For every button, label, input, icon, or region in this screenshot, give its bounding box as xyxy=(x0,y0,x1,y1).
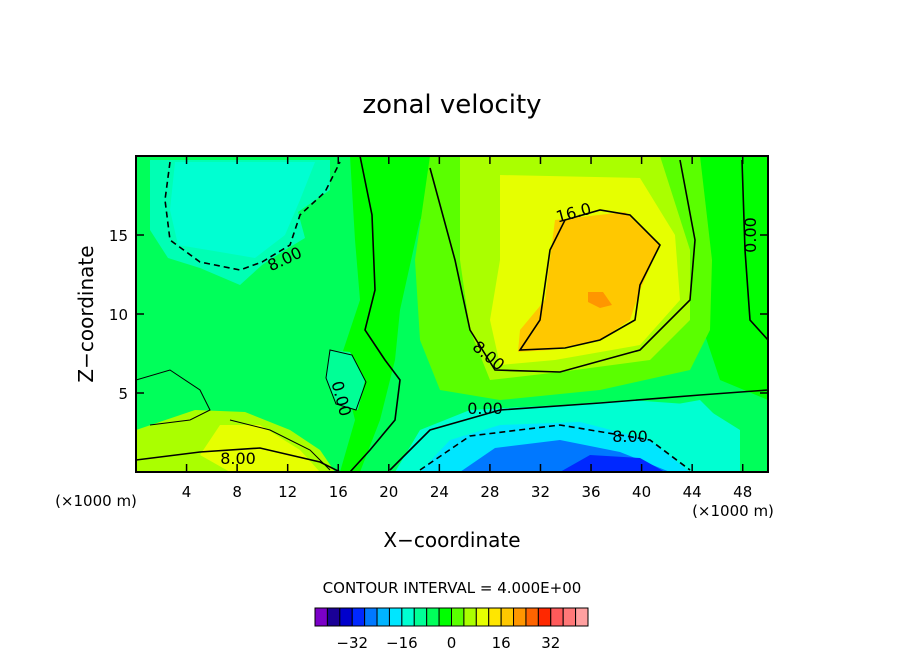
colorbar-tick-label: 16 xyxy=(492,634,511,652)
region-gold xyxy=(518,212,660,352)
x-tick-label: 12 xyxy=(278,483,297,501)
contour-line-lower-left xyxy=(136,447,341,472)
y-axis: 5 10 15 xyxy=(109,227,768,403)
contour-line-left-edge xyxy=(136,369,211,426)
colorbar-swatch xyxy=(550,607,564,627)
contour-line-lower-left-inner xyxy=(229,419,331,471)
x-unit-left: (×1000 m) xyxy=(55,492,137,510)
chart-title: zonal velocity xyxy=(362,90,541,120)
y-tick-label: 15 xyxy=(109,227,128,245)
colorbar-swatch xyxy=(339,607,353,627)
colorbar-swatch xyxy=(525,607,539,627)
x-tick-label: 48 xyxy=(733,483,752,501)
x-tick-label: 4 xyxy=(182,483,192,501)
x-unit-right: (×1000 m) xyxy=(692,502,774,520)
x-axis-label: X−coordinate xyxy=(383,528,520,552)
colorbar-swatch xyxy=(488,607,502,627)
contour-line-8-right xyxy=(429,159,696,373)
contour-label: 0.00 xyxy=(467,399,503,418)
x-tick-label: 32 xyxy=(531,483,550,501)
contour-line-0-right xyxy=(741,159,768,341)
region-central-green xyxy=(340,156,460,472)
contour-line-16 xyxy=(518,209,661,351)
contour-label: 0.00 xyxy=(741,217,760,253)
colorbar-tick-label: 0 xyxy=(447,634,457,652)
colorbar-swatch xyxy=(438,607,453,627)
x-tick-label: 44 xyxy=(683,483,702,501)
contour-line-0-central xyxy=(349,156,401,472)
x-tick-label: 36 xyxy=(581,483,600,501)
x-tick-label: 20 xyxy=(379,483,398,501)
contour-line-0-lower xyxy=(389,389,768,471)
colorbar-swatch xyxy=(376,607,390,627)
contour-line-8-upper-left xyxy=(164,161,341,271)
region-center-oval xyxy=(326,350,365,410)
colorbar-tick-label: −32 xyxy=(336,634,368,652)
contour-label: 8.00 xyxy=(612,427,648,446)
contour-lines xyxy=(136,156,768,472)
region-right-blob xyxy=(655,400,720,435)
contour-interval-text: CONTOUR INTERVAL = 4.000E+00 xyxy=(323,579,582,597)
contour-line-center-oval xyxy=(325,349,367,411)
colorbar-tick-label: −16 xyxy=(386,634,418,652)
colorbar-swatch xyxy=(314,607,328,627)
x-axis: 4 8 12 16 20 24 28 32 36 40 44 48 xyxy=(182,156,752,501)
contour-field xyxy=(136,156,768,472)
x-tick-label: 40 xyxy=(632,483,651,501)
y-axis-label: Z−coordinate xyxy=(74,245,98,382)
colorbar-swatch xyxy=(388,607,403,627)
colorbar-swatch xyxy=(326,607,341,627)
colorbar-swatch xyxy=(463,607,477,627)
colorbar-swatch xyxy=(413,607,428,627)
colorbar-swatch xyxy=(575,607,589,627)
y-tick-label: 10 xyxy=(109,306,128,324)
region-orange-core xyxy=(588,292,612,308)
colorbar-swatch xyxy=(513,607,527,627)
x-tick-label: 24 xyxy=(430,483,449,501)
colorbar-swatch xyxy=(537,607,552,627)
contour-label: 8.00 xyxy=(220,449,256,468)
colorbar-swatch xyxy=(500,607,515,627)
x-tick-label: 16 xyxy=(329,483,348,501)
colorbar xyxy=(314,607,589,627)
colorbar-ticks: −32 −16 0 16 32 xyxy=(336,634,560,652)
y-tick-label: 5 xyxy=(118,385,128,403)
x-tick-label: 28 xyxy=(480,483,499,501)
colorbar-swatch xyxy=(351,607,366,627)
region-lower-darkblue xyxy=(560,455,665,472)
colorbar-swatch xyxy=(475,607,490,627)
contour-line-8-lower xyxy=(419,424,691,471)
colorbar-swatch xyxy=(451,607,465,627)
colorbar-swatch xyxy=(364,607,378,627)
colorbar-swatch xyxy=(401,607,415,627)
colorbar-tick-label: 32 xyxy=(541,634,560,652)
region-upper-left-teal xyxy=(170,162,315,258)
colorbar-swatch xyxy=(426,607,440,627)
x-tick-label: 8 xyxy=(232,483,242,501)
colorbar-swatch xyxy=(562,607,577,627)
